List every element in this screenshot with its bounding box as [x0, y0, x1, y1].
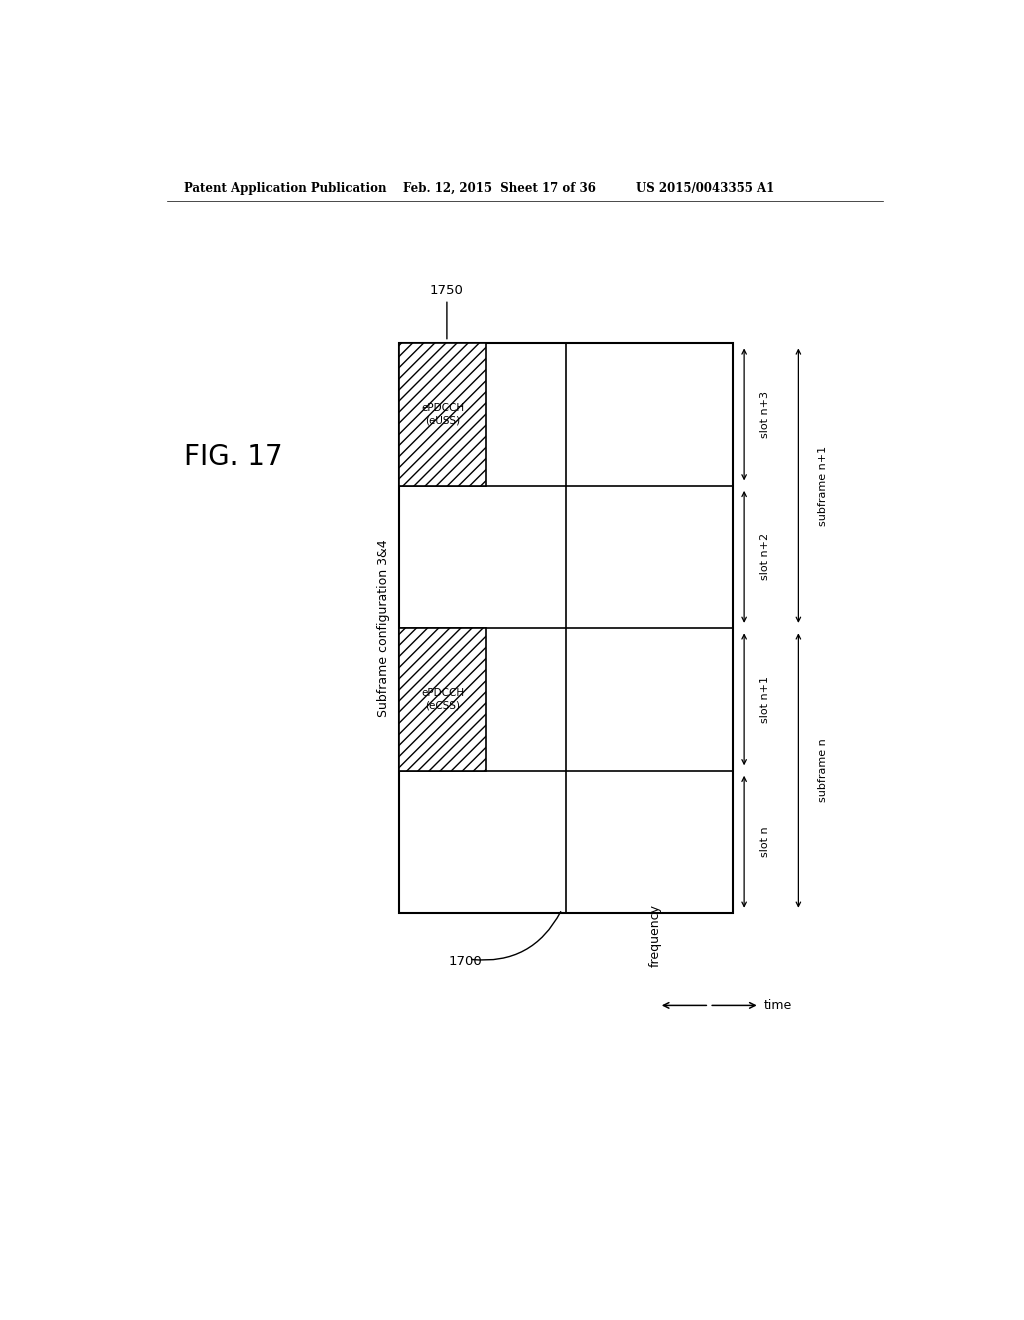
Bar — [399, 343, 486, 486]
Text: ePDCCH
(eCSS): ePDCCH (eCSS) — [421, 688, 464, 710]
Text: time: time — [764, 999, 792, 1012]
Text: subframe n: subframe n — [818, 739, 827, 803]
Bar — [399, 628, 486, 771]
Text: ePDCCH
(eUSS): ePDCCH (eUSS) — [421, 403, 464, 425]
Text: FIG. 17: FIG. 17 — [183, 444, 283, 471]
Text: slot n+2: slot n+2 — [760, 533, 770, 581]
Text: Subframe configuration 3&4: Subframe configuration 3&4 — [377, 540, 390, 717]
Text: slot n: slot n — [760, 826, 770, 857]
Text: slot n+3: slot n+3 — [760, 391, 770, 438]
Text: 1750: 1750 — [430, 284, 464, 297]
Text: US 2015/0043355 A1: US 2015/0043355 A1 — [636, 182, 774, 194]
Text: 1700: 1700 — [449, 956, 482, 969]
Text: slot n+1: slot n+1 — [760, 676, 770, 723]
Text: Feb. 12, 2015  Sheet 17 of 36: Feb. 12, 2015 Sheet 17 of 36 — [403, 182, 596, 194]
Bar — [399, 343, 732, 913]
Text: subframe n+1: subframe n+1 — [818, 446, 827, 525]
Text: frequency: frequency — [648, 904, 662, 966]
Text: Patent Application Publication: Patent Application Publication — [183, 182, 386, 194]
